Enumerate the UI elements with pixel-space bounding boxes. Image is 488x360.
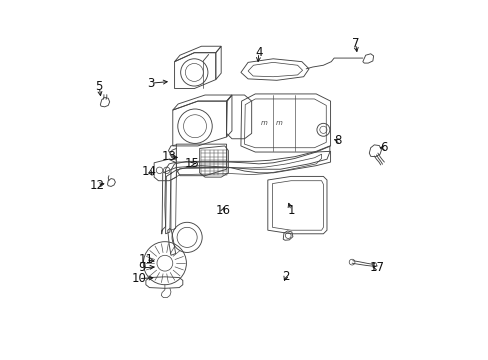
Text: 11: 11 <box>138 253 153 266</box>
Text: 5: 5 <box>95 80 103 93</box>
Text: 16: 16 <box>215 204 230 217</box>
Text: 3: 3 <box>147 77 155 90</box>
Text: 12: 12 <box>90 179 105 192</box>
Text: 15: 15 <box>184 157 200 170</box>
Text: 1: 1 <box>287 204 294 217</box>
Text: 9: 9 <box>138 261 146 274</box>
Text: 8: 8 <box>333 134 341 147</box>
Text: 13: 13 <box>162 150 176 163</box>
Text: m: m <box>276 120 283 126</box>
Text: 14: 14 <box>142 165 157 177</box>
Text: 2: 2 <box>282 270 289 283</box>
Text: 4: 4 <box>255 46 262 59</box>
Text: 10: 10 <box>131 272 146 285</box>
Text: 7: 7 <box>351 37 359 50</box>
Text: 6: 6 <box>380 141 387 154</box>
Text: m: m <box>260 120 267 126</box>
Text: 17: 17 <box>369 261 384 274</box>
